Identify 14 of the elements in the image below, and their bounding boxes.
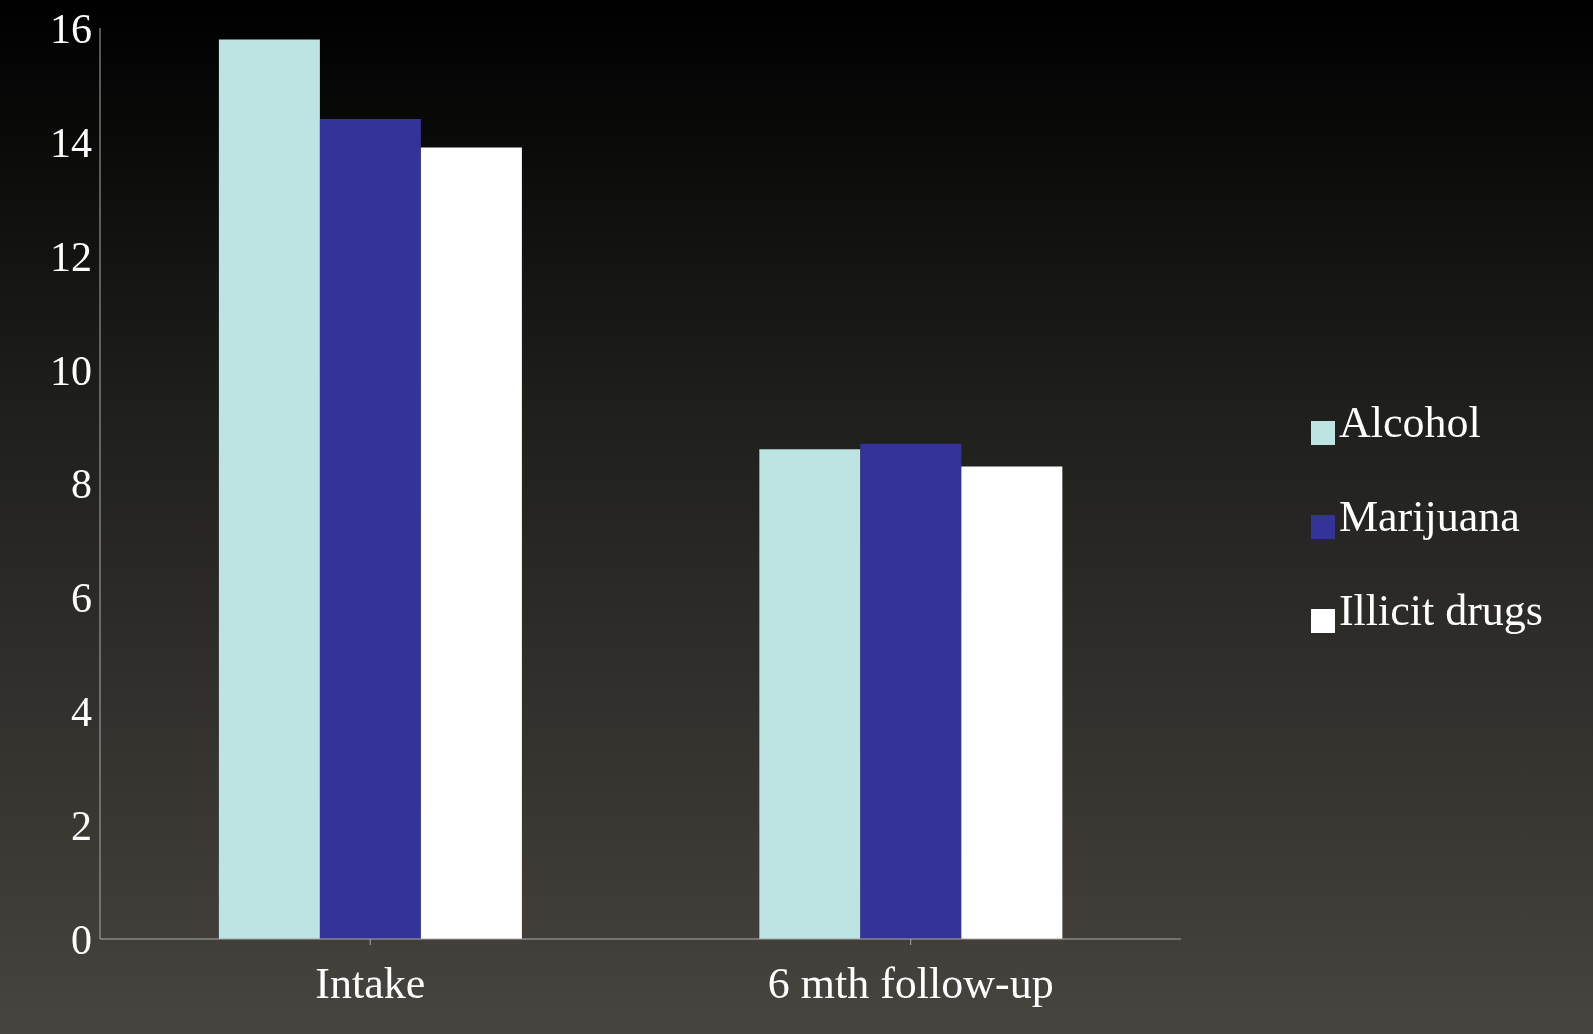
y-tick-label: 10 xyxy=(50,347,92,394)
y-tick-label: 6 xyxy=(71,575,92,622)
legend-label: Alcohol xyxy=(1338,398,1481,447)
y-tick-label: 12 xyxy=(50,233,92,280)
y-tick-label: 0 xyxy=(71,916,92,963)
y-tick-label: 2 xyxy=(71,803,92,850)
y-tick-label: 4 xyxy=(71,689,92,736)
x-tick-label: 6 mth follow-up xyxy=(767,959,1054,1009)
y-tick-label: 14 xyxy=(50,119,92,166)
legend-label: Illicit drugs xyxy=(1338,586,1543,635)
y-tick-label: 8 xyxy=(71,461,92,508)
x-tick-label: Intake xyxy=(315,959,426,1009)
legend-label: Marijuana xyxy=(1338,492,1520,541)
y-tick-label: 16 xyxy=(50,5,92,52)
